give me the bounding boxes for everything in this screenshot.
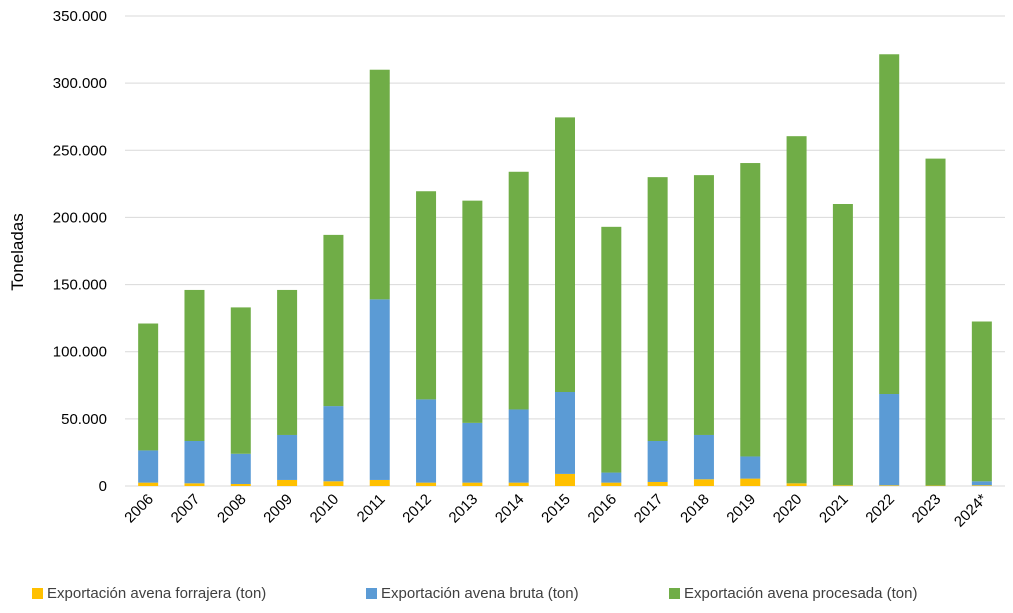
x-tick-label: 2011: [354, 491, 389, 526]
bar-segment-procesada-2019: [740, 163, 761, 457]
bar-segment-procesada-2010: [323, 234, 344, 407]
legend-swatch-procesada: [669, 588, 680, 599]
legend-swatch-forrajera: [32, 588, 43, 599]
bar-segment-procesada-2020: [786, 136, 807, 484]
bar-segment-forrajera-2018: [693, 479, 714, 486]
x-tick-label: 2013: [446, 491, 482, 527]
y-axis-tick-labels: 0 50.000 100.000 150.000 200.000 250.000 300.0…: [53, 8, 107, 495]
bar-segment-bruta-2015: [555, 392, 575, 474]
bar-segment-bruta-2017: [647, 441, 668, 482]
x-tick-label: 2006: [121, 491, 157, 527]
bar-segment-forrajera-2006: [138, 482, 159, 486]
bar-segment-forrajera-2024: [971, 485, 992, 486]
bar-segment-forrajera-2013: [462, 482, 483, 486]
x-tick-label: 2016: [585, 491, 621, 527]
bar-segment-forrajera-2014: [508, 482, 529, 486]
y-tick-label: 0: [99, 478, 107, 495]
bar-segment-bruta-2014: [508, 409, 529, 483]
x-tick-label: 2014: [492, 491, 528, 527]
y-tick-label: 300.000: [53, 75, 107, 92]
bar-segment-procesada-2015: [555, 117, 575, 392]
x-tick-label: 2008: [214, 491, 250, 527]
legend-item-procesada: Exportación avena procesada (ton): [669, 585, 917, 602]
x-axis-tick-labels: 2006 2007 2008 2009 2010 2011 2012 2013 2014 2015…: [121, 491, 990, 531]
x-tick-label: 2020: [770, 491, 806, 527]
x-tick-label: 2023: [909, 491, 945, 527]
bar-segment-bruta-2018: [693, 434, 714, 480]
y-tick-label: 100.000: [53, 344, 107, 361]
bar-segment-forrajera-2011: [369, 479, 390, 486]
y-tick-label: 200.000: [53, 209, 107, 226]
bar-segment-procesada-2021: [832, 204, 853, 486]
bar-segment-forrajera-2016: [601, 482, 622, 486]
x-tick-label: 2018: [677, 491, 713, 527]
bar-segment-bruta-2024: [971, 481, 992, 486]
bar-segment-procesada-2016: [601, 226, 622, 473]
bar-segment-procesada-2006: [138, 323, 159, 451]
x-tick-label: 2015: [538, 491, 574, 527]
bar-segment-forrajera-2022: [879, 485, 900, 486]
bar-segment-procesada-2007: [184, 289, 205, 442]
y-tick-label: 250.000: [53, 142, 107, 159]
bar-segment-forrajera-2015: [555, 473, 575, 486]
bar-segment-bruta-2010: [323, 406, 344, 482]
y-tick-label: 350.000: [53, 8, 107, 25]
bar-segment-procesada-2022: [879, 54, 900, 395]
bar-segment-bruta-2022: [879, 394, 900, 486]
bars: [138, 54, 992, 486]
bar-segment-forrajera-2007: [184, 483, 205, 486]
legend-label-forrajera: Exportación avena forrajera (ton): [47, 585, 267, 602]
x-tick-label: 2017: [631, 491, 667, 527]
stacked-bar-chart: 0 50.000 100.000 150.000 200.000 250.000 300.0…: [8, 8, 1005, 531]
bar-segment-procesada-2023: [925, 158, 946, 486]
x-tick-label: 2009: [260, 491, 296, 527]
bar-segment-procesada-2012: [416, 191, 437, 400]
x-tick-label: 2019: [723, 491, 759, 527]
x-tick-label: 2007: [168, 491, 204, 527]
legend: Exportación avena forrajera (ton) Export…: [0, 585, 1013, 609]
bar-segment-procesada-2018: [693, 175, 714, 435]
bar-segment-forrajera-2008: [230, 483, 251, 486]
x-tick-label: 2010: [307, 491, 343, 527]
bar-segment-procesada-2011: [369, 69, 390, 300]
bar-segment-bruta-2009: [277, 434, 298, 480]
bar-segment-forrajera-2019: [740, 478, 761, 486]
bar-segment-forrajera-2009: [277, 479, 298, 486]
x-tick-label: 2024*: [951, 491, 991, 531]
bar-segment-bruta-2013: [462, 422, 483, 483]
bar-segment-forrajera-2017: [647, 481, 668, 486]
legend-swatch-bruta: [366, 588, 377, 599]
x-tick-label: 2021: [816, 491, 852, 527]
bar-segment-forrajera-2012: [416, 482, 437, 486]
bar-segment-bruta-2007: [184, 441, 205, 484]
legend-label-procesada: Exportación avena procesada (ton): [684, 585, 918, 602]
bar-segment-procesada-2013: [462, 200, 483, 423]
bar-segment-procesada-2014: [508, 171, 529, 410]
x-tick-label: 2022: [862, 491, 898, 527]
x-tick-label: 2012: [399, 491, 435, 527]
bar-segment-bruta-2019: [740, 456, 761, 479]
y-axis-label: Toneladas: [8, 213, 27, 291]
bar-segment-bruta-2011: [369, 299, 390, 480]
legend-label-bruta: Exportación avena bruta (ton): [381, 585, 579, 602]
bar-segment-procesada-2024: [971, 321, 992, 482]
bar-segment-procesada-2017: [647, 177, 668, 442]
bar-segment-bruta-2016: [601, 472, 622, 483]
bar-segment-bruta-2006: [138, 450, 159, 483]
bar-segment-bruta-2012: [416, 399, 437, 483]
bar-segment-forrajera-2021: [832, 485, 853, 486]
legend-item-forrajera: Exportación avena forrajera (ton): [32, 585, 266, 602]
bar-segment-procesada-2008: [230, 307, 251, 454]
legend-item-bruta: Exportación avena bruta (ton): [366, 585, 579, 602]
bar-segment-forrajera-2020: [786, 483, 807, 486]
bar-segment-procesada-2009: [277, 289, 298, 435]
y-tick-label: 50.000: [61, 411, 107, 428]
bar-segment-forrajera-2010: [323, 481, 344, 486]
bar-segment-bruta-2008: [230, 453, 251, 484]
y-tick-label: 150.000: [53, 277, 107, 294]
